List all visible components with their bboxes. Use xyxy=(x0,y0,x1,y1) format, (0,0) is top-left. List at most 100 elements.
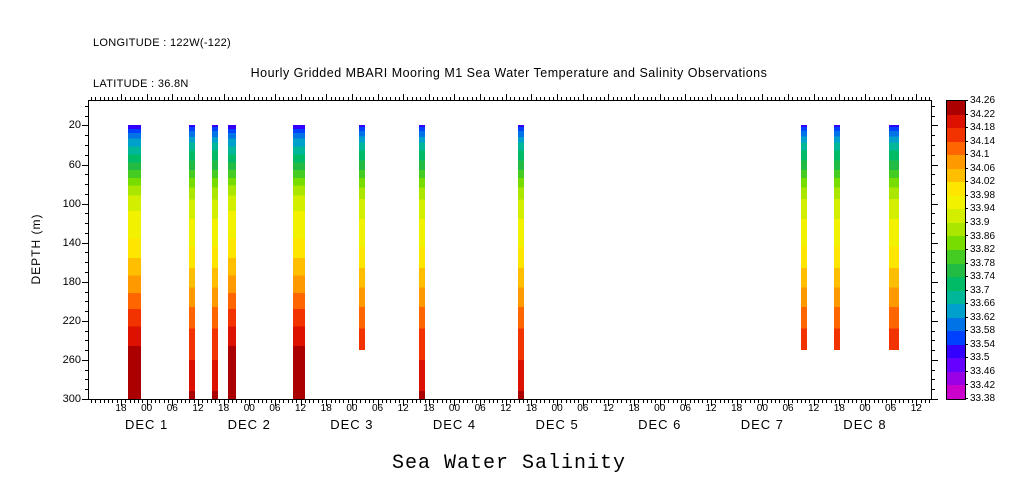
y-tick-label: 260 xyxy=(62,353,81,366)
colorbar-tick xyxy=(965,114,968,115)
x-tick-minor xyxy=(125,97,127,100)
colorbar-tick xyxy=(965,384,968,385)
x-tick-major xyxy=(788,94,789,100)
x-tick-minor xyxy=(612,97,614,100)
x-tick-minor xyxy=(629,400,631,403)
x-tick-label: 12 xyxy=(910,403,922,414)
y-tick-minor xyxy=(85,271,88,273)
x-tick-minor xyxy=(445,400,447,403)
x-tick-minor xyxy=(929,400,931,403)
x-tick-minor xyxy=(488,400,490,403)
y-tick-minor xyxy=(932,184,935,186)
x-tick-minor xyxy=(770,97,772,100)
x-tick-minor xyxy=(163,97,165,100)
y-tick-minor xyxy=(85,291,88,293)
x-tick-minor xyxy=(599,400,601,403)
colorbar-tick xyxy=(965,222,968,223)
x-tick-major xyxy=(659,400,661,406)
x-tick-minor xyxy=(886,97,888,100)
x-tick-minor xyxy=(236,400,238,403)
x-tick-label: 06 xyxy=(371,403,384,414)
x-tick-minor xyxy=(783,97,785,100)
x-tick-minor xyxy=(227,400,229,403)
x-tick-minor xyxy=(347,97,349,100)
x-tick-major xyxy=(249,400,251,406)
colorbar-tick xyxy=(965,317,968,318)
colorbar-segment xyxy=(947,195,965,210)
x-tick-major xyxy=(223,94,225,100)
x-tick-minor xyxy=(330,97,332,100)
y-tick-major xyxy=(932,164,938,166)
x-tick-major xyxy=(274,400,276,406)
x-tick-minor xyxy=(475,97,477,100)
x-tick-minor xyxy=(911,400,913,403)
x-tick-minor xyxy=(822,400,824,403)
x-tick-label: 18 xyxy=(115,403,127,414)
salinity-column xyxy=(889,125,900,351)
x-tick-minor xyxy=(155,97,157,100)
y-tick-major xyxy=(932,359,938,361)
x-tick-minor xyxy=(775,400,777,403)
x-tick-minor xyxy=(304,97,306,100)
x-tick-minor xyxy=(398,97,400,100)
x-tick-minor xyxy=(304,400,306,403)
x-tick-minor xyxy=(193,97,195,100)
x-tick-minor xyxy=(133,400,135,403)
x-tick-minor xyxy=(416,400,418,403)
salinity-column xyxy=(518,125,524,399)
y-tick-minor xyxy=(85,135,88,137)
x-tick-minor xyxy=(108,97,110,100)
x-tick-label: 06 xyxy=(577,403,589,414)
x-tick-minor xyxy=(343,400,345,403)
y-tick-minor xyxy=(85,174,88,176)
x-tick-minor xyxy=(270,400,272,403)
x-tick-minor xyxy=(706,97,708,100)
x-tick-minor xyxy=(728,97,730,100)
x-tick-minor xyxy=(95,400,97,403)
y-tick-label: 220 xyxy=(62,314,81,327)
x-tick-minor xyxy=(800,97,802,100)
x-tick-label: 12 xyxy=(808,403,820,414)
x-tick-minor xyxy=(244,97,246,100)
x-tick-minor xyxy=(99,97,101,100)
x-tick-label: 00 xyxy=(756,403,768,414)
colorbar-tick-label: 34.18 xyxy=(970,122,996,134)
y-tick-minor xyxy=(85,252,88,254)
x-tick-minor xyxy=(180,97,182,100)
x-tick-minor xyxy=(501,400,503,403)
x-tick-minor xyxy=(604,97,606,100)
y-tick-major xyxy=(82,320,88,322)
x-tick-minor xyxy=(296,97,298,100)
x-tick-minor xyxy=(253,400,255,403)
x-tick-minor xyxy=(894,97,896,100)
x-tick-label: 06 xyxy=(269,403,281,414)
y-tick-minor xyxy=(85,213,88,215)
x-tick-minor xyxy=(129,400,131,403)
x-tick-major xyxy=(326,400,328,406)
colorbar-segment xyxy=(947,385,965,400)
x-tick-major xyxy=(326,94,328,100)
x-tick-minor xyxy=(758,400,760,403)
x-tick-major xyxy=(531,400,533,406)
x-tick-minor xyxy=(411,97,413,100)
x-tick-minor xyxy=(544,97,546,100)
x-tick-label: 18 xyxy=(731,403,743,414)
y-tick-minor xyxy=(85,223,88,225)
x-tick-major xyxy=(788,400,789,406)
x-tick-minor xyxy=(805,97,807,100)
x-tick-minor xyxy=(185,97,187,100)
x-tick-minor xyxy=(168,97,170,100)
x-tick-label: 12 xyxy=(192,403,204,414)
date-label: DEC 7 xyxy=(740,417,784,432)
y-tick-minor xyxy=(932,350,935,352)
x-tick-minor xyxy=(745,400,747,403)
x-tick-minor xyxy=(313,400,315,403)
x-tick-major xyxy=(403,400,405,406)
x-tick-minor xyxy=(424,400,426,403)
colorbar-segment xyxy=(947,344,965,359)
x-tick-minor xyxy=(728,400,730,403)
x-tick-minor xyxy=(655,97,657,100)
x-tick-minor xyxy=(651,97,653,100)
colorbar-tick-label: 33.62 xyxy=(970,311,996,323)
colorbar-tick-label: 33.86 xyxy=(970,230,996,242)
